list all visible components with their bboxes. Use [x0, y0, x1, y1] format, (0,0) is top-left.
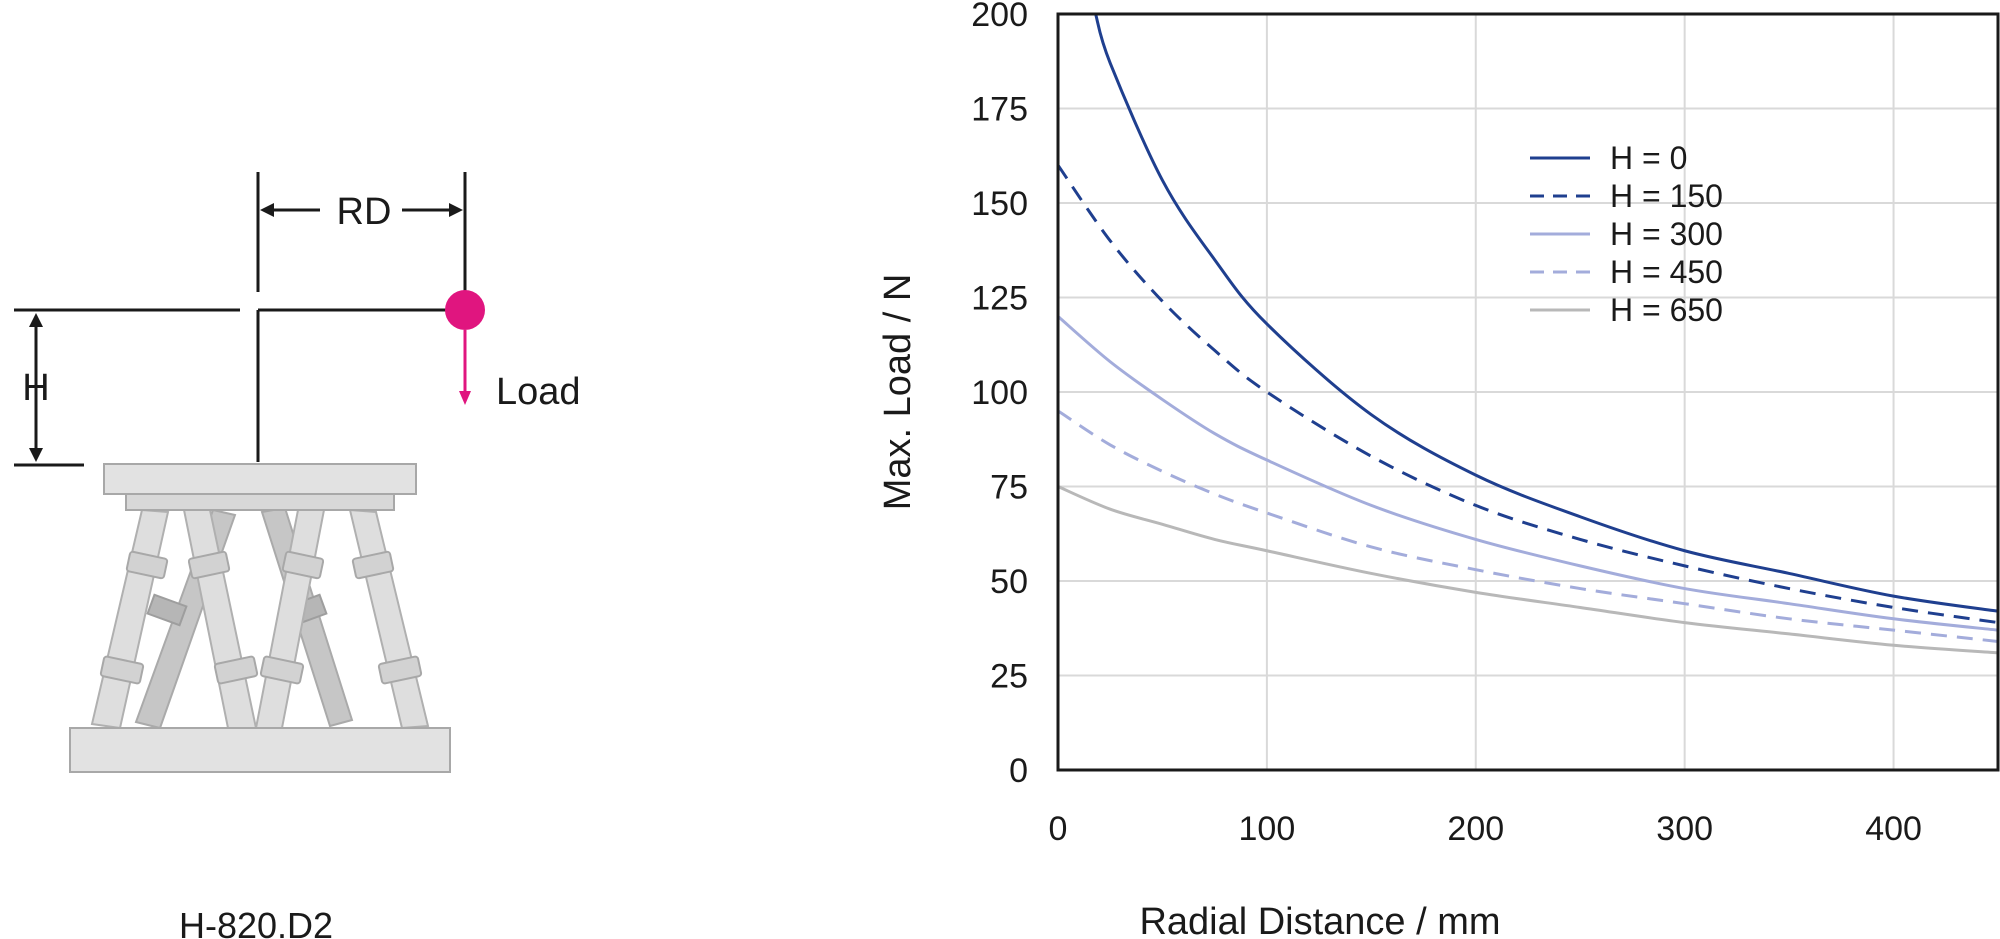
hexapod-body [69, 463, 451, 773]
load-point [445, 290, 485, 330]
rd-label: RD [337, 191, 392, 233]
chart-axes [1056, 12, 2000, 772]
y-tick-label: 75 [990, 469, 1028, 507]
chart-ticks: 0 100 200 300 400 0 25 50 75 100 125 150 175 200 [971, 0, 1922, 848]
y-tick-label: 150 [971, 185, 1028, 223]
chart-grid [1058, 13, 1998, 770]
x-tick-label: 200 [1447, 810, 1504, 848]
y-axis-label: Max. Load / N [877, 274, 919, 511]
rd-arrow-right-icon [449, 203, 463, 217]
rd-arrow-left-icon [260, 203, 274, 217]
chart-series [1056, 13, 1999, 655]
x-tick-label: 0 [1049, 810, 1068, 848]
x-tick-label: 400 [1865, 810, 1922, 848]
lever-arm [14, 308, 465, 467]
x-axis-label: Radial Distance / mm [1139, 901, 1500, 939]
hexapod-diagram: RD H Load [14, 172, 581, 939]
legend-label-1: H = 150 [1610, 178, 1723, 214]
h-arrow-down-icon [29, 448, 43, 462]
load-arrow-down-icon [459, 391, 471, 405]
y-tick-label: 200 [971, 0, 1028, 34]
y-tick-label: 50 [990, 563, 1028, 601]
plot-frame [1056, 12, 2000, 772]
legend-label-2: H = 300 [1610, 216, 1723, 252]
legend-label-3: H = 450 [1610, 254, 1723, 290]
x-tick-label: 300 [1656, 810, 1713, 848]
y-tick-label: 125 [971, 280, 1028, 318]
load-label: Load [496, 371, 581, 413]
rd-dimension [256, 172, 467, 300]
legend-label-4: H = 650 [1610, 292, 1723, 328]
load-chart: 0 100 200 300 400 0 25 50 75 100 125 150 175 200 Radi… [877, 0, 2000, 939]
series-line-3 [1057, 409, 1999, 643]
y-tick-label: 100 [971, 374, 1028, 412]
x-tick-label: 100 [1239, 810, 1296, 848]
y-tick-label: 25 [990, 658, 1028, 696]
series-line-2 [1057, 315, 1999, 632]
series-line-0 [1094, 13, 1999, 613]
y-tick-label: 175 [971, 91, 1028, 129]
h-label: H [22, 367, 49, 409]
model-caption: H-820.D2 [179, 905, 333, 939]
legend-label-0: H = 0 [1610, 140, 1687, 176]
y-tick-label: 0 [1009, 752, 1028, 790]
series-line-4 [1057, 485, 1999, 655]
h-arrow-up-icon [29, 313, 43, 327]
series-line-1 [1056, 164, 1999, 625]
